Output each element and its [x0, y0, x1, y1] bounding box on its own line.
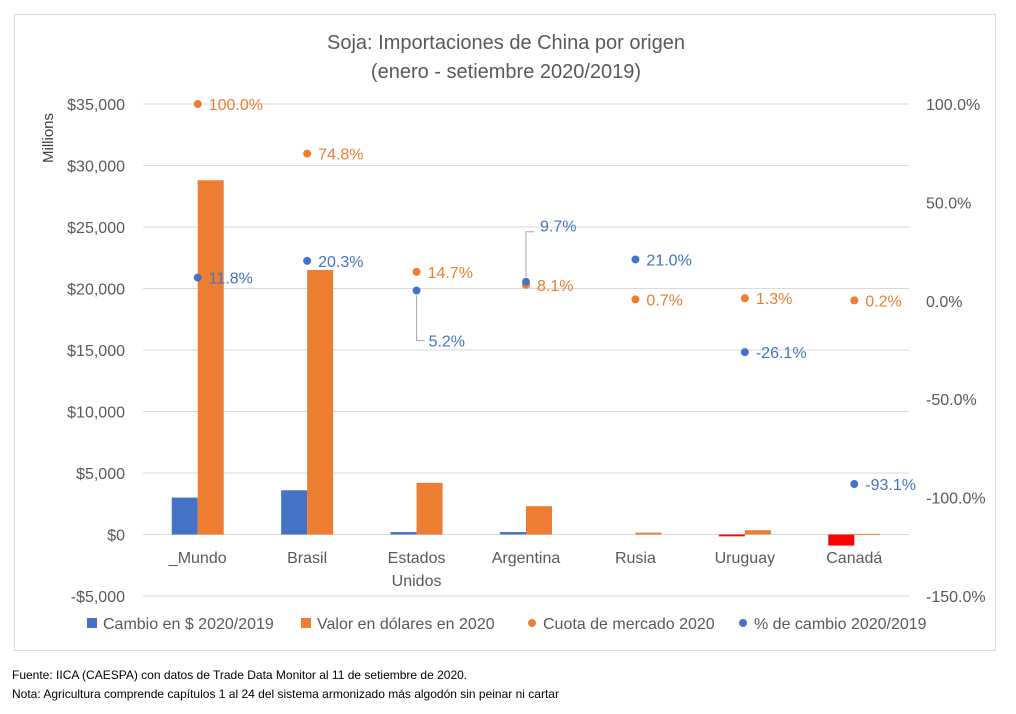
legend-swatch [301, 618, 311, 628]
legend-label: Cuota de mercado 2020 [543, 616, 715, 633]
category-label: Rusia [615, 550, 656, 567]
point-pct-change [740, 348, 749, 357]
category-label: Estados Unidos [388, 550, 446, 590]
left-tick-label: $35,000 [67, 97, 125, 114]
chart-title: Soja: Importaciones de China por origen [327, 32, 685, 54]
left-tick-label: $25,000 [67, 220, 125, 237]
bar-value [854, 533, 881, 535]
category-label: Uruguay [715, 550, 775, 567]
source-footnote: Fuente: IICA (CAESPA) con datos de Trade… [12, 668, 468, 682]
legend-label: Valor en dólares en 2020 [317, 616, 495, 633]
left-tick-label: $15,000 [67, 343, 125, 360]
category-label: Argentina [492, 550, 561, 567]
bar-change [390, 532, 417, 535]
leader-line [525, 231, 534, 277]
right-tick-label: -50.0% [926, 392, 977, 409]
label-market-share: 100.0% [209, 97, 263, 114]
label-pct-change: 21.0% [646, 252, 691, 269]
label-pct-change: 5.2% [429, 334, 465, 351]
legend-swatch [739, 619, 747, 627]
bar-change [718, 534, 745, 537]
right-tick-label: -150.0% [926, 589, 986, 606]
chart-subtitle: (enero - setiembre 2020/2019) [371, 61, 641, 83]
point-market-share [850, 296, 859, 305]
point-pct-change [193, 273, 202, 282]
bar-value [307, 270, 334, 535]
left-tick-label: $5,000 [76, 466, 125, 483]
point-market-share [740, 294, 749, 303]
bar-value [197, 180, 224, 535]
bar-value [526, 506, 552, 535]
left-tick-label: $30,000 [67, 159, 125, 176]
legend-label: % de cambio 2020/2019 [754, 616, 927, 633]
point-pct-change [850, 480, 859, 489]
right-tick-label: 100.0% [926, 97, 980, 114]
label-market-share: 14.7% [428, 265, 473, 282]
chart-svg: Soja: Importaciones de China por origen (… [40, 32, 986, 633]
label-pct-change: 20.3% [318, 254, 363, 271]
y-axis-label: Millions [40, 113, 57, 163]
bar-change [171, 497, 198, 535]
label-market-share: 0.2% [865, 293, 901, 310]
point-market-share [303, 149, 312, 158]
legend-swatch [528, 619, 536, 627]
bar-change [828, 534, 855, 546]
point-pct-change [303, 256, 312, 265]
right-tick-label: 0.0% [926, 294, 962, 311]
bar-value [416, 482, 443, 535]
category-label: Brasil [287, 550, 327, 567]
point-market-share [412, 267, 421, 276]
note-footnote: Nota: Agricultura comprende capítulos 1 … [12, 687, 559, 701]
label-market-share: 8.1% [537, 278, 573, 295]
bar-change [500, 532, 526, 535]
legend-label: Cambio en $ 2020/2019 [103, 616, 274, 633]
legend-swatch [87, 618, 97, 628]
bar-value [635, 532, 662, 535]
label-pct-change: 11.8% [209, 271, 253, 288]
right-tick-label: -100.0% [926, 491, 986, 508]
left-tick-label: $20,000 [67, 282, 125, 299]
point-pct-change [522, 277, 530, 286]
category-label: _Mundo [168, 550, 227, 567]
category-label: Canadá [826, 550, 882, 567]
left-tick-label: $0 [107, 528, 125, 545]
point-pct-change [631, 255, 640, 264]
point-market-share [631, 295, 640, 304]
label-pct-change: 9.7% [540, 219, 576, 236]
chart-frame: Soja: Importaciones de China por origen (… [14, 14, 996, 651]
left-tick-label: -$5,000 [71, 589, 125, 606]
label-market-share: 0.7% [646, 292, 682, 309]
left-tick-label: $10,000 [67, 405, 125, 422]
bar-change [281, 490, 308, 535]
label-market-share: 1.3% [756, 291, 792, 308]
label-pct-change: -93.1% [865, 477, 916, 494]
leader-line [416, 295, 425, 342]
point-market-share [193, 100, 202, 108]
point-pct-change [412, 286, 421, 295]
label-market-share: 74.8% [318, 147, 363, 164]
bar-value [744, 530, 771, 535]
right-tick-label: 50.0% [926, 195, 971, 212]
label-pct-change: -26.1% [756, 345, 807, 362]
